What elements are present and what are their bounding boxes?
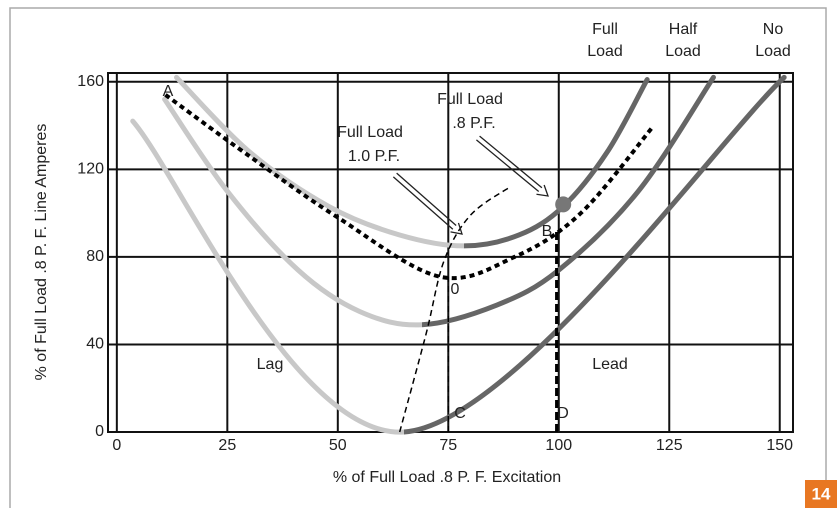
point-label: A [163,83,174,100]
y-tick-label: 80 [86,248,104,265]
point-label: 0 [451,281,460,298]
arrow-line [479,135,543,189]
callout-label: 1.0 P.F. [348,148,400,165]
y-tick-label: 0 [95,423,104,440]
x-tick-label: 75 [439,437,457,454]
frame [9,7,827,508]
x-tick-label: 50 [329,437,347,454]
point-label: D [557,405,569,422]
pf-curve [398,186,511,433]
x-tick-label: 0 [112,437,121,454]
curve-label: Load [755,43,791,60]
x-axis-label: % of Full Load .8 P. F. Excitation [333,469,561,486]
y-tick-label: 160 [77,73,104,90]
y-axis-label: % of Full Load .8 P. F. Line Amperes [33,124,50,381]
operating-point [555,196,572,213]
arrow-line [396,172,457,227]
x-tick-label: 150 [766,437,793,454]
point-label: B [542,223,553,240]
point-label: Lag [257,356,284,373]
v-curve [130,74,787,435]
arrow-line [392,176,454,230]
curve-label: No [763,21,784,38]
point-label: C [454,405,466,422]
v-curve [174,74,650,249]
arrow-head [536,184,549,197]
y-tick-label: 120 [77,161,104,178]
callout-label: Full Load [337,124,403,141]
x-tick-label: 125 [656,437,683,454]
figure-number: 14 [812,484,831,503]
point-label: Lead [592,356,628,373]
arrow-line [475,139,540,193]
callout-label: .8 P.F. [452,115,495,132]
x-tick-label: 100 [545,437,572,454]
v-curve [162,74,716,328]
plot-border [107,72,794,433]
figure-badge [805,480,837,508]
curve-label: Half [669,21,698,38]
curve-label: Full Load [587,21,623,60]
dotted-curve [164,93,656,281]
curve-label: Load [665,43,701,60]
y-tick-label: 40 [86,336,104,353]
arrow-head [450,222,463,235]
callout-label: Full Load [437,91,503,108]
x-tick-label: 25 [218,437,236,454]
